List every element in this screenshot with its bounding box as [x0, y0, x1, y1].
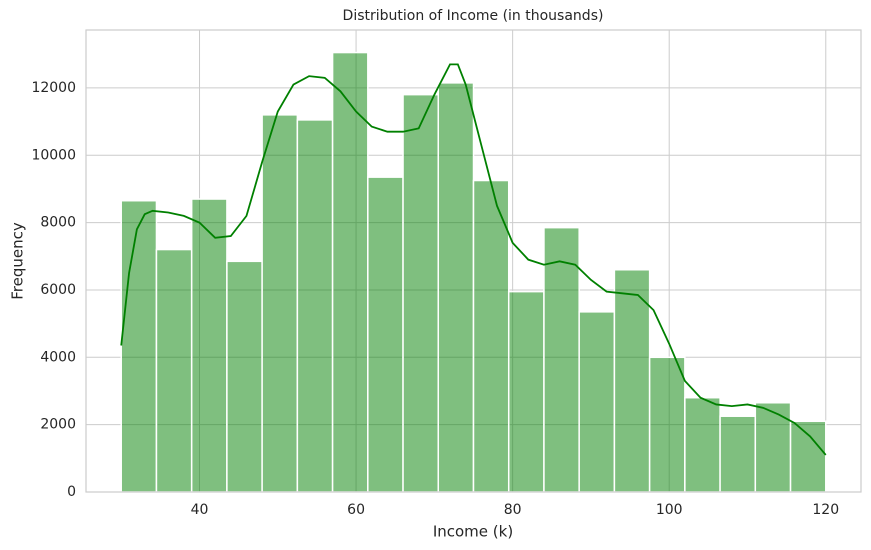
histogram-bar — [190, 198, 228, 493]
histogram-bar — [367, 176, 404, 493]
y-tick-label: 2000 — [40, 417, 76, 433]
histogram-bar — [331, 51, 369, 493]
plot-frame — [85, 29, 862, 493]
x-tick-label: 40 — [191, 502, 209, 518]
x-tick-label: 80 — [504, 502, 522, 518]
y-tick-label: 4000 — [40, 349, 76, 365]
kde-line — [120, 63, 827, 456]
histogram-bar — [648, 356, 686, 493]
histogram-bar — [472, 179, 510, 493]
histogram-bar — [155, 248, 193, 493]
y-axis-label: Frequency — [9, 222, 27, 300]
histogram-bar — [261, 114, 299, 493]
histogram-bar — [754, 402, 792, 493]
histogram-bar — [578, 311, 616, 493]
x-axis-label: Income (k) — [433, 523, 513, 541]
histogram-bar — [226, 260, 263, 493]
histogram-bar — [437, 82, 475, 493]
chart-title: Distribution of Income (in thousands) — [343, 8, 604, 24]
x-tick-label: 60 — [347, 502, 365, 518]
histogram-bar — [613, 269, 651, 493]
histogram-bar — [120, 199, 158, 493]
y-tick-label: 8000 — [40, 215, 76, 231]
x-tick-label: 120 — [812, 502, 839, 518]
histogram-bar — [789, 420, 827, 493]
histogram-bar — [296, 119, 334, 493]
histogram-bar — [507, 290, 545, 493]
histogram-bar — [684, 396, 721, 493]
histogram-bar — [719, 415, 757, 493]
histogram-bar — [402, 93, 440, 493]
x-tick-label: 100 — [656, 502, 683, 518]
y-tick-label: 12000 — [31, 80, 76, 96]
y-tick-label: 0 — [67, 484, 76, 500]
histogram-bar — [543, 226, 580, 493]
y-tick-label: 10000 — [31, 147, 76, 163]
y-tick-label: 6000 — [40, 282, 76, 298]
